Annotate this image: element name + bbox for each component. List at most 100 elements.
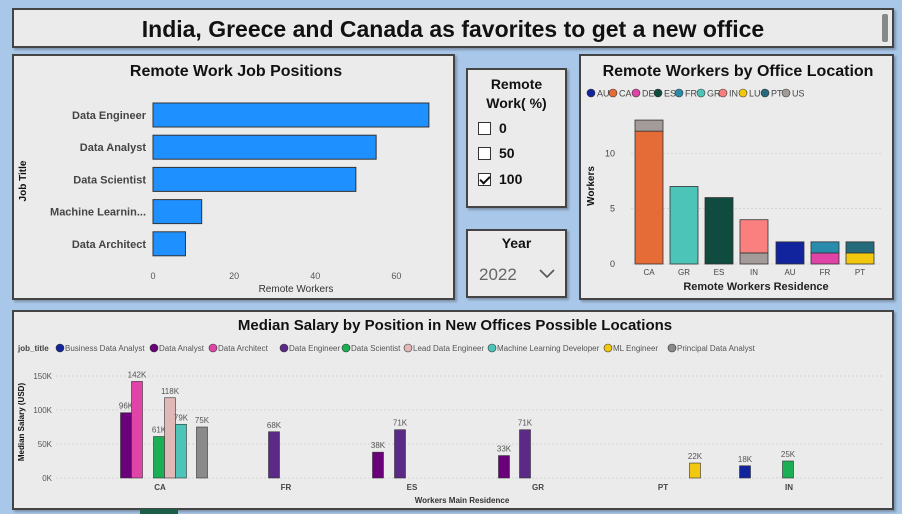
bar-segment: [810, 252, 840, 265]
checkbox-0[interactable]: [478, 121, 491, 135]
bar-segment: [669, 186, 699, 265]
legend-label: CA: [619, 89, 632, 99]
x-tick-label: FR: [820, 268, 831, 277]
legend-swatch: [738, 88, 748, 98]
bar: [152, 102, 430, 128]
bar-segment: [775, 241, 805, 265]
data-label: 68K: [267, 421, 282, 430]
legend-swatch: [674, 88, 684, 98]
y-axis-label: Job Title: [18, 160, 29, 201]
x-tick-label: CA: [154, 483, 166, 492]
year-dropdown-value: 2022: [479, 265, 517, 284]
bar: [152, 199, 203, 225]
data-label: 38K: [371, 441, 386, 450]
legend-swatch: [586, 88, 596, 98]
data-label: 142K: [128, 370, 147, 379]
data-label: 18K: [738, 455, 753, 464]
x-tick-label: IN: [750, 268, 758, 277]
year-dropdown[interactable]: 2022: [476, 261, 558, 287]
slicer-option-50[interactable]: 50: [478, 145, 515, 161]
slicer-option-0-label: 0: [499, 120, 507, 136]
legend-swatch: [55, 343, 65, 353]
x-tick-label: ES: [407, 483, 418, 492]
y-tick-label: 5: [610, 204, 615, 214]
data-label: 71K: [518, 419, 533, 428]
x-tick-label: PT: [658, 483, 668, 492]
median-salary-chart: Median Salary by Position in New Offices…: [17, 317, 884, 505]
y-tick-label: 0: [610, 259, 615, 269]
bar: [175, 423, 187, 479]
legend-swatch: [341, 343, 351, 353]
legend-swatch: [149, 343, 159, 353]
data-label: 71K: [393, 419, 408, 428]
median-salary-panel: Median Salary by Position in New Offices…: [12, 310, 894, 510]
bar-segment: [845, 241, 875, 254]
bar: [689, 462, 701, 479]
bar: [372, 451, 384, 479]
legend-label: US: [792, 89, 805, 99]
bar: [268, 431, 280, 479]
bar: [164, 397, 176, 479]
bar-segment: [634, 130, 664, 265]
x-tick-label: CA: [643, 268, 655, 277]
dashboard-title-bar: India, Greece and Canada as favorites to…: [12, 8, 894, 48]
x-tick-label: 0: [150, 271, 155, 281]
data-label: 22K: [688, 452, 703, 461]
bar: [152, 166, 357, 192]
y-tick-label: 50K: [38, 440, 53, 449]
chart-title: Remote Work Job Positions: [130, 63, 342, 80]
bar-segment: [634, 119, 664, 132]
x-tick-label: 20: [229, 271, 239, 281]
checkbox-100[interactable]: [478, 172, 491, 186]
slicer-option-100[interactable]: 100: [478, 171, 522, 187]
scrollbar-thumb[interactable]: [882, 14, 888, 42]
slicer-option-0[interactable]: 0: [478, 120, 507, 136]
bar: [131, 381, 143, 479]
category-label: Data Scientist: [73, 174, 146, 186]
data-label: 79K: [174, 413, 189, 422]
legend-swatch: [781, 88, 791, 98]
legend-swatch: [631, 88, 641, 98]
legend-swatch: [608, 88, 618, 98]
bar: [739, 465, 751, 479]
chevron-down-icon[interactable]: [538, 267, 556, 279]
bar: [153, 436, 165, 479]
bar: [120, 412, 132, 479]
legend-label: PT: [771, 89, 783, 99]
legend-swatch: [279, 343, 289, 353]
bar: [152, 134, 377, 160]
checkbox-50[interactable]: [478, 146, 491, 160]
legend-label: IN: [729, 89, 738, 99]
legend-swatch: [696, 88, 706, 98]
slicer-option-100-label: 100: [499, 171, 523, 187]
remote-work-slicer-title: Remote Work( %): [486, 76, 547, 111]
bar: [519, 429, 531, 479]
category-label: Data Architect: [72, 239, 147, 251]
x-axis-label: Remote Workers: [259, 284, 334, 295]
x-axis-label: Workers Main Residence: [415, 496, 510, 505]
bar: [498, 455, 510, 479]
slicer-option-50-label: 50: [499, 145, 515, 161]
legend-label: ES: [664, 89, 676, 99]
bar-segment: [739, 219, 769, 254]
legend-swatch: [760, 88, 770, 98]
y-tick-label: 150K: [33, 372, 52, 381]
data-label: 33K: [497, 445, 512, 454]
dashboard-title: India, Greece and Canada as favorites to…: [141, 16, 765, 42]
legend-label: FR: [685, 89, 697, 99]
legend-label: Data Scientist: [351, 344, 401, 353]
y-tick-label: 10: [605, 148, 615, 158]
year-slicer: Year 2022: [466, 229, 567, 298]
x-tick-label: IN: [785, 483, 793, 492]
legend-label: LU: [749, 89, 761, 99]
legend-swatch: [718, 88, 728, 98]
legend-label: Business Data Analyst: [65, 344, 145, 353]
office-location-panel: Remote Workers by Office Location AU CA DE E…: [579, 54, 894, 300]
bar: [782, 460, 794, 479]
x-tick-label: ES: [714, 268, 725, 277]
chart-title: Median Salary by Position in New Offices…: [238, 317, 672, 334]
legend-label: AU: [597, 89, 610, 99]
bar: [152, 231, 186, 257]
data-label: 25K: [781, 450, 796, 459]
bar-segment: [704, 197, 734, 265]
